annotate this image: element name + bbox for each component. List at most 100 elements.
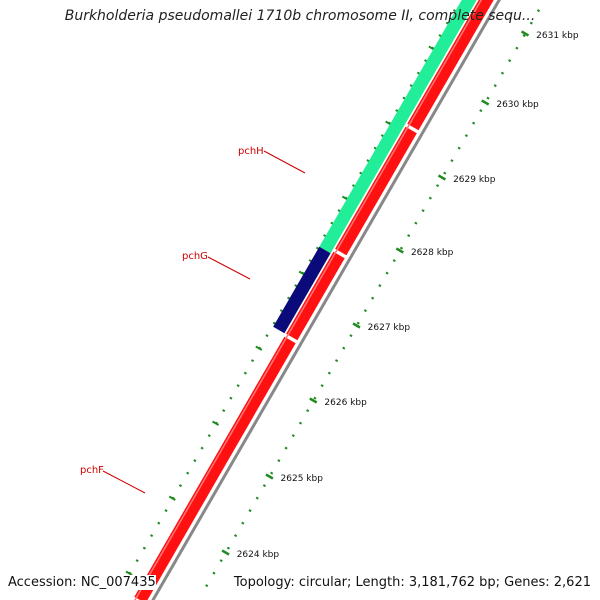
scale-major-tick xyxy=(395,247,404,254)
sequence-backbone xyxy=(151,0,501,600)
cds-reverse-block xyxy=(286,251,345,341)
outer-tick-minor xyxy=(298,421,303,425)
inner-tick-minor xyxy=(164,509,168,513)
outer-tick-minor xyxy=(284,446,288,450)
outer-tick-minor xyxy=(205,584,209,588)
outer-tick-minor xyxy=(371,296,375,300)
outer-tick-minor xyxy=(421,209,425,213)
scale-major-tick xyxy=(352,322,361,329)
scale-major-tick xyxy=(221,549,230,556)
inner-tick-minor xyxy=(250,359,255,363)
outer-tick-minor xyxy=(313,396,317,400)
outer-tick-minor xyxy=(342,346,346,350)
scale-major-tick xyxy=(309,397,318,404)
outer-tick-minor xyxy=(277,459,281,463)
outer-tick-minor xyxy=(270,471,274,475)
inner-tick-minor xyxy=(272,321,276,325)
inner-tick-minor xyxy=(135,559,139,563)
outer-tick-minor xyxy=(450,159,454,163)
cds-reverse-block xyxy=(407,0,494,131)
inner-tick-minor xyxy=(308,259,312,263)
gene-pchH xyxy=(319,0,477,254)
inner-tick-minor xyxy=(366,159,370,163)
scale-tick-label: 2631 kbp xyxy=(536,31,579,41)
outer-tick-minor xyxy=(241,521,245,525)
gene-label-pchG: pchG xyxy=(182,251,208,262)
gene-labels: pchH pchG pchF xyxy=(80,146,306,494)
outer-tick-minor xyxy=(464,134,468,138)
feature-tracks xyxy=(134,0,501,600)
genome-summary: Topology: circular; Length: 3,181,762 bp… xyxy=(233,575,591,590)
scale-tick-label: 2630 kbp xyxy=(496,100,539,110)
scale-tick-label: 2628 kbp xyxy=(411,248,454,258)
inner-tick-major xyxy=(212,420,220,426)
outer-tick-minor xyxy=(363,309,367,313)
outer-tick-minor xyxy=(435,184,440,188)
inner-tick-minor xyxy=(178,484,183,488)
inner-tick-minor xyxy=(416,71,421,75)
outer-tick-minor xyxy=(378,284,382,288)
scale-major-tick xyxy=(437,174,447,181)
inner-tick-minor xyxy=(222,409,226,413)
inner-tick-minor xyxy=(236,384,240,388)
scale-major-tick xyxy=(481,99,490,106)
inner-tick-minor xyxy=(359,171,363,175)
outer-tick-minor xyxy=(262,484,267,488)
inner-tick-minor xyxy=(395,109,399,113)
inner-tick-minor xyxy=(351,184,356,188)
cds-reverse-highlight xyxy=(134,0,483,600)
inner-tick-minor xyxy=(438,34,442,38)
outer-tick-minor xyxy=(349,334,353,338)
inner-tick-minor xyxy=(373,146,377,150)
outer-tick-minor xyxy=(248,509,252,513)
outer-tick-minor xyxy=(306,409,310,413)
inner-tick-minor xyxy=(243,371,247,375)
outer-tick-minor xyxy=(399,246,404,250)
gene-label-pchH: pchH xyxy=(238,146,264,157)
outer-tick-minor xyxy=(522,34,526,38)
inner-tick-minor xyxy=(337,209,341,213)
inner-tick-minor xyxy=(424,59,428,63)
inner-tick-minor xyxy=(445,21,449,25)
cds-reverse-block xyxy=(335,126,417,256)
inner-tick-minor xyxy=(207,434,211,438)
inner-tick-minor xyxy=(294,284,298,288)
outer-tick-minor xyxy=(493,84,497,88)
inner-tick-minor xyxy=(402,96,406,100)
inner-tick-minor xyxy=(229,396,233,400)
inner-tick-major xyxy=(125,570,133,576)
scale-tick-label: 2626 kbp xyxy=(324,398,367,408)
outer-tick-minor xyxy=(515,46,519,50)
outer-tick-minor xyxy=(536,9,541,13)
scale-tick-label: 2625 kbp xyxy=(281,474,324,484)
outer-tick-minor xyxy=(320,384,324,388)
outer-tick-minor xyxy=(392,259,396,263)
inner-tick-minor xyxy=(193,459,197,463)
inner-tick-minor xyxy=(150,534,154,538)
gene-pchG xyxy=(273,246,331,334)
inner-tick-major xyxy=(168,495,176,501)
outer-tick-minor xyxy=(234,534,238,538)
outer-tick-minor xyxy=(472,121,476,125)
scale-tick-label: 2627 kbp xyxy=(368,323,411,333)
outer-tick-minor xyxy=(529,21,533,25)
scale-tick-label: 2629 kbp xyxy=(453,175,496,185)
outer-tick-minor xyxy=(414,221,418,225)
map-title: Burkholderia pseudomallei 1710b chromoso… xyxy=(64,8,536,24)
outer-tick-minor xyxy=(385,271,389,275)
leader-line-pchF xyxy=(102,470,146,494)
outer-tick-minor xyxy=(508,59,512,63)
scale-major-tick xyxy=(265,473,274,480)
inner-tick-minor xyxy=(409,84,413,88)
outer-tick-minor xyxy=(255,496,259,500)
inner-tick-minor xyxy=(157,521,161,525)
outer-tick-minor xyxy=(479,109,483,113)
outer-tick-minor xyxy=(428,196,432,200)
scale-ticks: 2631 kbp 2630 kbp 2629 kbp 2628 kbp 2627 kbp… xyxy=(121,9,579,588)
gene-label-pchF: pchF xyxy=(80,465,104,476)
leader-line-pchH xyxy=(263,150,306,174)
outer-tick-minor xyxy=(356,321,360,325)
outer-tick-minor xyxy=(219,559,223,563)
leader-line-pchG xyxy=(207,256,251,280)
